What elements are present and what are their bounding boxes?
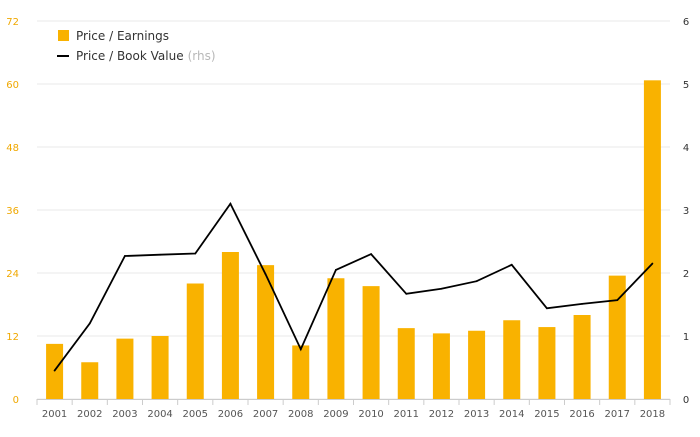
- y-right-tick-label: 2: [683, 269, 689, 280]
- pb-point: [370, 253, 372, 256]
- pb-point: [581, 302, 583, 305]
- pb-point: [510, 263, 513, 266]
- pe-bar: [221, 252, 239, 399]
- pe-bar: [151, 336, 169, 399]
- x-tick-label: 2006: [218, 409, 243, 420]
- x-tick-label: 2012: [429, 409, 454, 420]
- pe-bar: [573, 315, 591, 399]
- pe-bar: [362, 286, 380, 399]
- pb-point: [159, 253, 161, 256]
- x-tick-label: 2008: [288, 409, 313, 420]
- pe-bar: [468, 330, 486, 399]
- pe-bar: [257, 265, 275, 399]
- pb-point: [194, 252, 197, 255]
- pe-bar: [292, 345, 310, 399]
- legend-label-pb-group: Price / Book Value (rhs): [76, 49, 216, 63]
- pe-bar: [432, 333, 450, 399]
- pb-point: [440, 287, 443, 290]
- pe-bar: [116, 338, 134, 399]
- pe-bar: [643, 80, 661, 399]
- pb-line-path: [53, 201, 654, 372]
- x-tick-label: 2018: [640, 409, 665, 420]
- pb-point: [264, 273, 267, 276]
- pe-bar: [397, 328, 415, 399]
- y-right-tick-label: 1: [683, 332, 689, 343]
- legend-label-pb: Price / Book Value: [76, 49, 184, 63]
- y-right-tick-label: 6: [683, 17, 689, 28]
- pe-bar: [327, 278, 345, 399]
- pb-point: [124, 255, 126, 257]
- x-tick-label: 2017: [605, 409, 630, 420]
- grid-lines: [37, 20, 670, 400]
- y-right-tick-label: 0: [683, 395, 689, 406]
- y-right-tick-label: 4: [683, 143, 689, 154]
- pb-point: [88, 322, 91, 325]
- x-tick-label: 2011: [394, 409, 419, 420]
- x-tick-label: 2004: [147, 409, 172, 420]
- pe-bar: [503, 320, 521, 399]
- x-tick-label: 2007: [253, 409, 278, 420]
- pb-point: [229, 202, 232, 205]
- pb-point: [475, 280, 478, 283]
- y-left-tick-label: 36: [6, 206, 19, 217]
- x-tick-label: 2009: [323, 409, 348, 420]
- legend-label-pe: Price / Earnings: [76, 29, 169, 43]
- y-left-tick-label: 0: [13, 395, 19, 406]
- legend-note-rhs: (rhs): [188, 49, 216, 63]
- pb-point: [546, 307, 548, 310]
- y-right-tick-label: 3: [683, 206, 689, 217]
- pb-point: [335, 268, 337, 271]
- y-left-tick-label: 24: [6, 269, 19, 280]
- y-left-tick-label: 60: [6, 80, 19, 91]
- pb-point: [405, 292, 408, 295]
- pb-line: [53, 201, 654, 372]
- x-tick-label: 2015: [534, 409, 559, 420]
- x-tick-label: 2016: [569, 409, 594, 420]
- pe-bar: [186, 283, 204, 399]
- pe-bar: [81, 362, 99, 399]
- x-tick-label: 2013: [464, 409, 489, 420]
- y-left-tick-label: 72: [6, 17, 19, 28]
- x-tick-label: 2003: [112, 409, 137, 420]
- x-tick-label: 2010: [358, 409, 383, 420]
- x-tick-label: 2014: [499, 409, 524, 420]
- pe-bar: [538, 327, 556, 399]
- pb-point: [616, 299, 619, 301]
- pb-point: [651, 262, 654, 265]
- pe-bars: [46, 80, 661, 399]
- pe-bar: [608, 275, 626, 399]
- pb-point: [53, 369, 56, 372]
- pb-point: [299, 348, 302, 351]
- legend: Price / Earnings Price / Book Value (rhs): [57, 29, 216, 63]
- y-right-tick-label: 5: [683, 80, 689, 91]
- y-left-tick-label: 48: [6, 143, 19, 154]
- x-tick-label: 2001: [42, 409, 67, 420]
- x-tick-label: 2005: [183, 409, 208, 420]
- legend-swatch-pe: [58, 30, 69, 41]
- y-left-tick-label: 12: [6, 332, 19, 343]
- x-tick-label: 2002: [77, 409, 102, 420]
